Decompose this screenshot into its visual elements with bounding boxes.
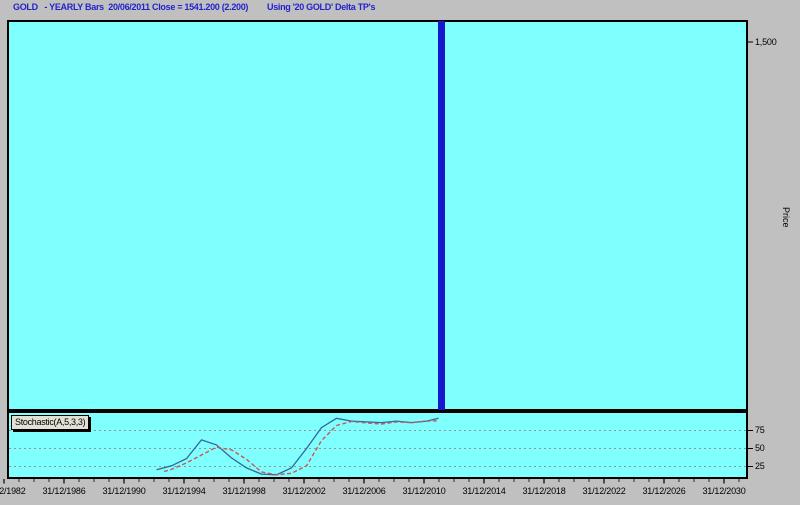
time-tick-label: 31/12/2026 (642, 485, 686, 496)
stochastic-label-box[interactable]: Stochastic(A,5,3,3) (11, 415, 90, 430)
price-axis-title: Price (781, 207, 791, 228)
time-tick-label: 31/12/2018 (522, 485, 566, 496)
price-tick-label: 1,500 (755, 36, 777, 47)
time-tick-label: 31/12/1994 (162, 485, 206, 496)
stochastic-label: Stochastic(A,5,3,3) (15, 417, 86, 427)
time-tick-label: 31/12/2014 (462, 485, 506, 496)
time-tick-label: 31/12/1982 (0, 485, 26, 496)
chart-title: GOLD - YEARLY Bars 20/06/2011 Close = 15… (13, 2, 249, 12)
time-tick-label: 31/12/2022 (582, 485, 626, 496)
stoch-tick-label: 75 (755, 425, 765, 435)
stoch-tick-label: 25 (755, 461, 765, 471)
time-tick-label: 31/12/2002 (282, 485, 326, 496)
time-tick-label: 31/12/2010 (402, 485, 446, 496)
chart-titlebar: GOLD - YEARLY Bars 20/06/2011 Close = 15… (0, 1, 800, 14)
time-tick-label: 31/12/2030 (702, 485, 746, 496)
time-tick-label: 31/12/1998 (222, 485, 266, 496)
time-tick-label: 31/12/2006 (342, 485, 386, 496)
main-chart-panel[interactable] (7, 20, 748, 411)
stoch-tick-label: 50 (755, 443, 765, 453)
stochastic-panel[interactable] (7, 411, 748, 479)
chart-subtitle: Using '20 GOLD' Delta TP's (267, 2, 376, 12)
time-tick-label: 31/12/1990 (102, 485, 146, 496)
time-tick-label: 31/12/1986 (42, 485, 86, 496)
